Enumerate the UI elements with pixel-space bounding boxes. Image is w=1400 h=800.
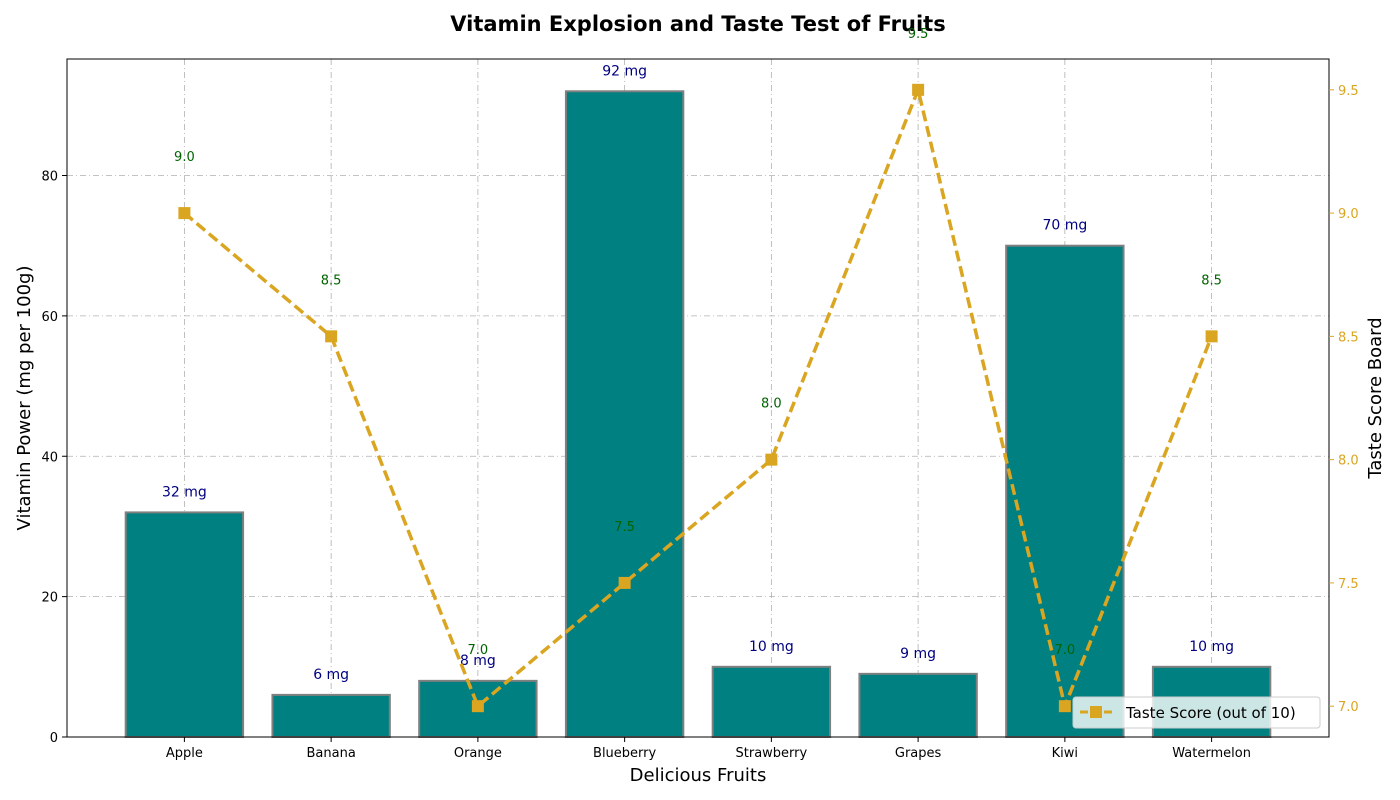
legend: Taste Score (out of 10) [1072,696,1321,729]
bar [711,665,832,738]
x-tick-label: Watermelon [1172,746,1251,761]
bar-value-label: 6 mg [313,667,349,683]
x-tick-label: Kiwi [1052,746,1078,761]
x-tick-label: Blueberry [593,746,656,761]
y-axis-label: Vitamin Power (mg per 100g) [14,266,35,531]
taste-point-marker [471,700,484,713]
bar [1005,244,1125,738]
bar-value-label: 92 mg [602,63,647,79]
taste-value-label: 8.0 [761,397,782,412]
taste-value-labels: 9.0 8.5 7.0 7.5 8.0 9.5 7.0 8.5 [174,27,1222,658]
taste-value-label: 7.5 [614,520,635,535]
y-tick-label: 0 [50,731,58,746]
y2-tick-label: 8.0 [1338,454,1359,469]
bar-value-label: 10 mg [1189,639,1234,655]
bar-value-label: 8 mg [460,653,496,669]
legend-marker-swatch [1090,706,1102,718]
bar-value-label: 70 mg [1042,218,1087,234]
x-axis-label: Delicious Fruits [630,765,767,786]
taste-point-marker [325,330,338,343]
x-tick-label: Banana [306,746,355,761]
y-tick-label: 60 [41,310,58,325]
bar-series [124,90,1272,739]
taste-value-label: 9.0 [174,150,195,165]
bar [271,693,391,738]
y2-axis-ticks: 7.0 7.5 8.0 8.5 9.0 9.5 [1329,84,1359,715]
y2-axis-label: Taste Score Board [1365,317,1386,479]
y-tick-label: 40 [41,450,58,465]
bar-value-labels: 32 mg 6 mg 8 mg 92 mg 10 mg 9 mg 70 mg 10 mg [162,63,1234,683]
bar-value-label: 32 mg [162,484,207,500]
x-tick-label: Strawberry [736,746,808,761]
y2-tick-label: 9.5 [1338,84,1359,99]
y-tick-label: 80 [41,170,58,185]
x-tick-label: Apple [166,746,203,761]
taste-value-label: 8.5 [321,273,342,288]
taste-point-marker [912,83,925,96]
x-axis-ticks: Apple Banana Orange Blueberry Strawberry Grap… [166,737,1251,761]
y2-tick-label: 7.0 [1338,700,1359,715]
grid-lines [67,59,1329,738]
taste-point-marker [618,576,631,589]
x-tick-label: Grapes [895,746,942,761]
taste-value-label: 8.5 [1201,273,1222,288]
chart-title: Vitamin Explosion and Taste Test of Frui… [450,12,945,36]
taste-value-label: 7.0 [1055,643,1076,658]
taste-point-marker [1205,330,1218,343]
y2-tick-label: 9.0 [1338,207,1359,222]
plot-frame [66,58,1330,738]
taste-value-label: 7.0 [468,643,489,658]
bar [564,90,685,739]
bar-value-label: 10 mg [749,639,794,655]
y-axis-ticks: 0 20 40 60 80 [41,170,67,746]
legend-frame [1072,696,1321,729]
bar [858,672,978,738]
taste-point-marker [1058,700,1071,713]
taste-point-marker [765,453,778,466]
taste-line-series [178,83,1218,713]
legend-label: Taste Score (out of 10) [1125,704,1296,722]
taste-point-marker [178,207,191,220]
y2-tick-label: 7.5 [1338,577,1359,592]
x-tick-label: Orange [454,746,502,761]
bar-value-label: 9 mg [900,646,936,662]
y-tick-label: 20 [41,591,58,606]
taste-value-label: 9.5 [908,27,929,42]
bar [124,511,245,739]
y2-tick-label: 8.5 [1338,330,1359,345]
taste-line [183,88,1214,708]
